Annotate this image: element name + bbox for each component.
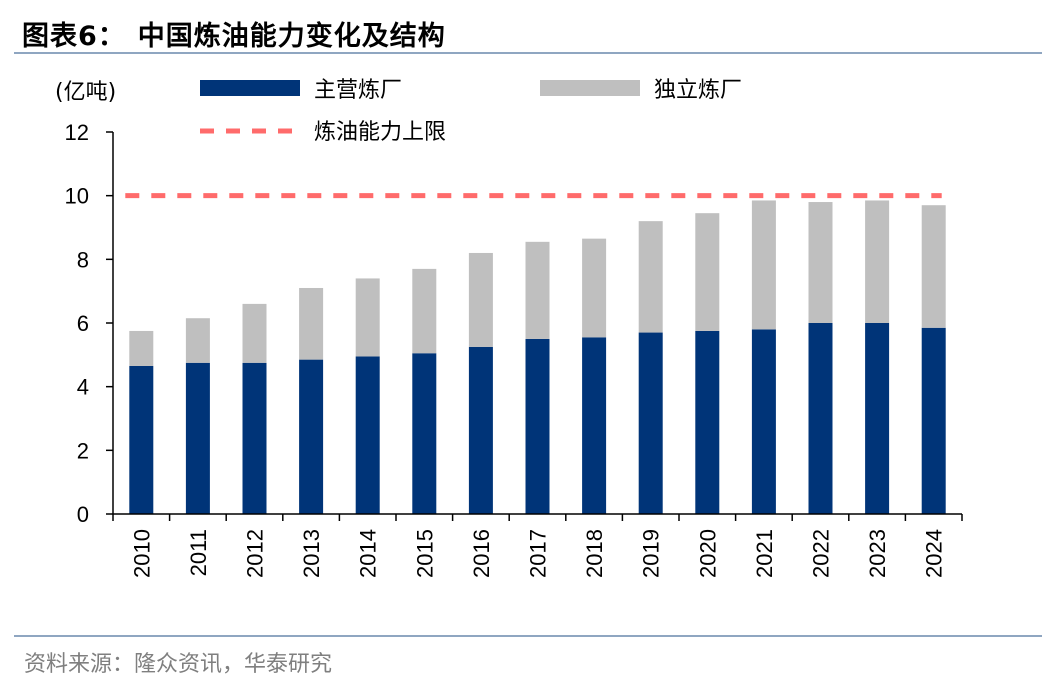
- x-tick-label: 2015: [412, 529, 437, 578]
- bar-main-refinery: [582, 337, 607, 514]
- bar-independent-refinery: [355, 278, 380, 357]
- y-axis-unit: (亿吨): [55, 80, 116, 105]
- bar-independent-refinery: [751, 200, 776, 330]
- bar-main-refinery: [751, 329, 776, 514]
- bar-independent-refinery: [921, 205, 946, 328]
- bar-main-refinery: [695, 330, 720, 514]
- bar-main-refinery: [638, 332, 663, 514]
- x-tick-label: 2013: [299, 529, 324, 578]
- legend-label-independent-refinery: 独立炼厂: [654, 78, 742, 103]
- bar-independent-refinery: [412, 268, 437, 354]
- bar-main-refinery: [468, 346, 493, 514]
- y-axis: 0 2 4 6 8 10 12: [65, 120, 114, 527]
- bar-independent-refinery: [468, 252, 493, 347]
- y-tick-label: 12: [65, 120, 89, 145]
- top-divider: [14, 52, 1042, 54]
- bar-independent-refinery: [865, 200, 890, 323]
- bar-independent-refinery: [808, 202, 833, 323]
- bar-main-refinery: [129, 365, 154, 514]
- bar-main-refinery: [808, 323, 833, 514]
- x-tick-label: 2010: [129, 529, 154, 578]
- x-axis: 2010 2011 2012 2013 2014 2015 2016 2017 2018 2019…: [112, 513, 963, 578]
- legend-label-main-refinery: 主营炼厂: [314, 78, 402, 103]
- x-tick-label: 2023: [865, 529, 890, 578]
- legend-label-capacity-limit: 炼油能力上限: [314, 120, 446, 145]
- x-tick-label: 2019: [639, 529, 664, 578]
- legend-swatch-main-refinery: [200, 80, 300, 96]
- bar-main-refinery: [242, 362, 267, 514]
- y-tick-label: 8: [77, 247, 89, 272]
- y-tick-label: 10: [65, 184, 89, 209]
- bottom-divider: [14, 635, 1042, 637]
- x-tick-label: 2024: [922, 529, 947, 578]
- bar-independent-refinery: [299, 287, 324, 360]
- legend-swatch-independent-refinery: [540, 80, 640, 96]
- bar-main-refinery: [185, 362, 210, 514]
- bar-independent-refinery: [525, 241, 550, 339]
- x-tick-label: 2017: [526, 529, 551, 578]
- y-tick-label: 6: [77, 311, 89, 336]
- bar-main-refinery: [412, 353, 437, 514]
- bar-independent-refinery: [129, 330, 154, 366]
- bar-main-refinery: [299, 359, 324, 514]
- bar-independent-refinery: [185, 318, 210, 363]
- bar-main-refinery: [865, 323, 890, 514]
- x-tick-label: 2016: [469, 529, 494, 578]
- bar-independent-refinery: [242, 303, 267, 363]
- y-tick-label: 2: [77, 438, 89, 463]
- figure-title: 图表6： 中国炼油能力变化及结构: [22, 14, 446, 53]
- source-note: 资料来源：隆众资讯，华泰研究: [24, 652, 333, 677]
- x-tick-label: 2011: [186, 529, 211, 576]
- x-tick-label: 2012: [243, 529, 268, 578]
- bar-main-refinery: [355, 356, 380, 514]
- x-tick-label: 2022: [809, 529, 834, 578]
- bar-main-refinery: [921, 327, 946, 514]
- x-tick-label: 2021: [752, 529, 777, 578]
- x-tick-label: 2020: [695, 529, 720, 578]
- bar-independent-refinery: [638, 221, 663, 333]
- bar-independent-refinery: [695, 213, 720, 331]
- y-tick-label: 0: [77, 502, 89, 527]
- y-tick-label: 4: [77, 375, 89, 400]
- bar-main-refinery: [525, 338, 550, 514]
- x-tick-label: 2018: [582, 529, 607, 578]
- figure-title-text: 中国炼油能力变化及结构: [137, 21, 446, 52]
- bar-independent-refinery: [582, 238, 607, 338]
- x-tick-label: 2014: [356, 529, 381, 578]
- bars: [129, 200, 946, 514]
- figure-label: 图表6：: [22, 21, 126, 52]
